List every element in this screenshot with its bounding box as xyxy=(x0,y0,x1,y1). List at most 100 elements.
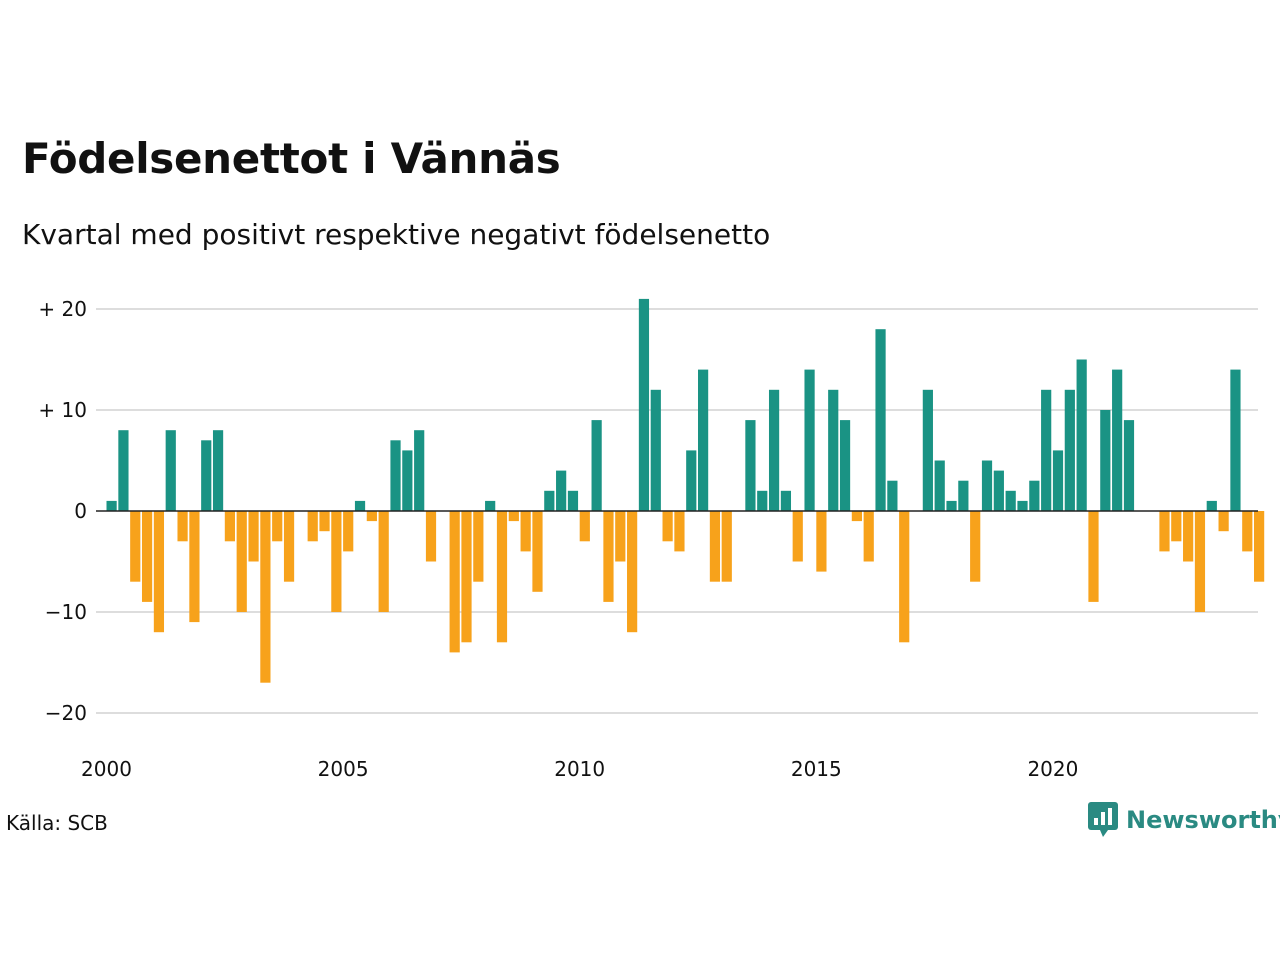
bar xyxy=(603,511,614,602)
bar xyxy=(425,511,437,562)
brand-logo[interactable]: Newsworthy xyxy=(1088,802,1280,838)
bar xyxy=(1230,369,1241,511)
bar xyxy=(650,389,661,511)
bar xyxy=(260,511,271,683)
newsworthy-chart-bubble-icon xyxy=(1088,802,1118,837)
bar xyxy=(828,389,839,511)
bar xyxy=(307,511,318,542)
bar xyxy=(662,511,673,542)
bar xyxy=(532,511,543,592)
bar xyxy=(1029,480,1040,511)
bar xyxy=(390,440,401,511)
bar xyxy=(981,460,993,511)
bar xyxy=(1206,500,1217,511)
bar xyxy=(993,470,1004,511)
bar xyxy=(544,490,555,511)
bar xyxy=(780,490,792,511)
bar xyxy=(366,511,377,522)
bar xyxy=(816,511,827,572)
bar xyxy=(875,329,886,511)
bar xyxy=(508,511,519,522)
bar xyxy=(283,511,295,582)
bar xyxy=(638,298,650,511)
bar xyxy=(118,430,129,511)
bar xyxy=(851,511,862,522)
bar xyxy=(922,389,933,511)
bar xyxy=(1254,511,1265,582)
bar xyxy=(1005,490,1016,511)
bar xyxy=(899,511,910,643)
bar xyxy=(1242,511,1253,552)
y-tick-label: −10 xyxy=(45,600,87,624)
bar xyxy=(106,500,117,511)
bar xyxy=(887,480,898,511)
bar xyxy=(1183,511,1194,562)
bar xyxy=(804,369,815,511)
bar xyxy=(579,511,590,542)
bar xyxy=(189,511,200,623)
chart-subtitle: Kvartal med positivt respektive negativt… xyxy=(22,218,771,251)
bar xyxy=(686,450,697,511)
bar xyxy=(745,420,756,511)
y-tick-label: 0 xyxy=(74,499,87,523)
bar xyxy=(473,511,484,582)
bar xyxy=(792,511,803,562)
bar xyxy=(1041,389,1052,511)
bar xyxy=(224,511,235,542)
bar xyxy=(721,511,732,582)
bar xyxy=(674,511,685,552)
bar xyxy=(141,511,153,602)
bar xyxy=(615,511,626,562)
bar xyxy=(177,511,188,542)
bar xyxy=(248,511,259,562)
bar xyxy=(934,460,945,511)
bar xyxy=(520,511,531,552)
bar xyxy=(201,440,212,511)
source-label: Källa: SCB xyxy=(6,811,108,835)
y-tick-label: + 10 xyxy=(38,398,87,422)
bar xyxy=(1123,420,1135,511)
x-tick-label: 2005 xyxy=(318,757,369,781)
bar xyxy=(414,430,425,511)
bar xyxy=(1076,359,1087,511)
bar xyxy=(839,420,851,511)
brand-name: Newsworthy xyxy=(1126,806,1280,834)
bar xyxy=(1088,511,1099,602)
bar xyxy=(130,511,141,582)
bar xyxy=(958,480,969,511)
bar xyxy=(378,511,389,612)
y-axis-labels: + 20 + 10 0 −10 −20 xyxy=(38,297,87,725)
bar xyxy=(970,511,981,582)
x-tick-label: 2015 xyxy=(791,757,842,781)
bar xyxy=(567,490,579,511)
bar xyxy=(461,511,472,643)
x-tick-label: 2000 xyxy=(81,757,132,781)
chart-title: Födelsenettot i Vännäs xyxy=(22,134,561,183)
bar xyxy=(698,369,709,511)
bar xyxy=(757,490,768,511)
bar xyxy=(556,470,567,511)
bar xyxy=(153,511,165,633)
bar xyxy=(1052,450,1064,511)
x-tick-label: 2010 xyxy=(554,757,605,781)
x-tick-label: 2020 xyxy=(1027,757,1078,781)
bar xyxy=(1100,410,1111,511)
bar xyxy=(863,511,874,562)
bar xyxy=(591,420,602,511)
bar xyxy=(165,430,176,511)
bar xyxy=(1194,511,1206,612)
bars xyxy=(106,298,1265,683)
bar xyxy=(402,450,413,511)
bar xyxy=(354,500,366,511)
bar xyxy=(1112,369,1123,511)
bar xyxy=(709,511,721,582)
bar xyxy=(272,511,283,542)
bar xyxy=(627,511,638,633)
bar xyxy=(768,389,780,511)
bar xyxy=(1171,511,1182,542)
bar xyxy=(1159,511,1170,552)
bar xyxy=(236,511,247,612)
y-tick-label: + 20 xyxy=(38,297,87,321)
bar xyxy=(449,511,460,653)
